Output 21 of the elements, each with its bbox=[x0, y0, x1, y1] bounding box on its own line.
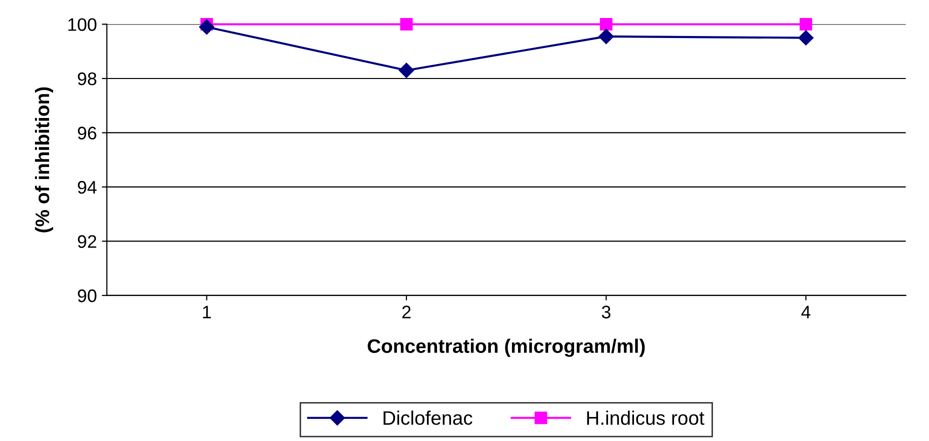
x-tick-label: 4 bbox=[801, 306, 810, 318]
y-tick-label: 96 bbox=[78, 126, 96, 140]
x-tick-label: 2 bbox=[402, 306, 411, 318]
x-axis-title: Concentration (microgram/ml) bbox=[368, 338, 645, 357]
point bbox=[400, 18, 413, 31]
point bbox=[798, 30, 814, 46]
x-tick-label: 1 bbox=[203, 306, 211, 318]
y-tick-label: 100 bbox=[68, 18, 96, 31]
y-axis-title: (% of inhibition) bbox=[34, 87, 54, 232]
point bbox=[199, 19, 214, 35]
point bbox=[600, 18, 612, 31]
x-tick-label: 3 bbox=[602, 306, 610, 318]
y-tick-label: 90 bbox=[78, 289, 96, 302]
point bbox=[398, 62, 414, 78]
point bbox=[598, 28, 614, 44]
point bbox=[800, 18, 812, 31]
y-tick-label: 94 bbox=[78, 180, 97, 194]
legend-label: H.indicus root bbox=[587, 410, 704, 425]
legend-label: Diclofenac bbox=[384, 410, 472, 425]
y-tick-label: 92 bbox=[78, 235, 96, 248]
y-tick-label: 98 bbox=[78, 72, 96, 86]
